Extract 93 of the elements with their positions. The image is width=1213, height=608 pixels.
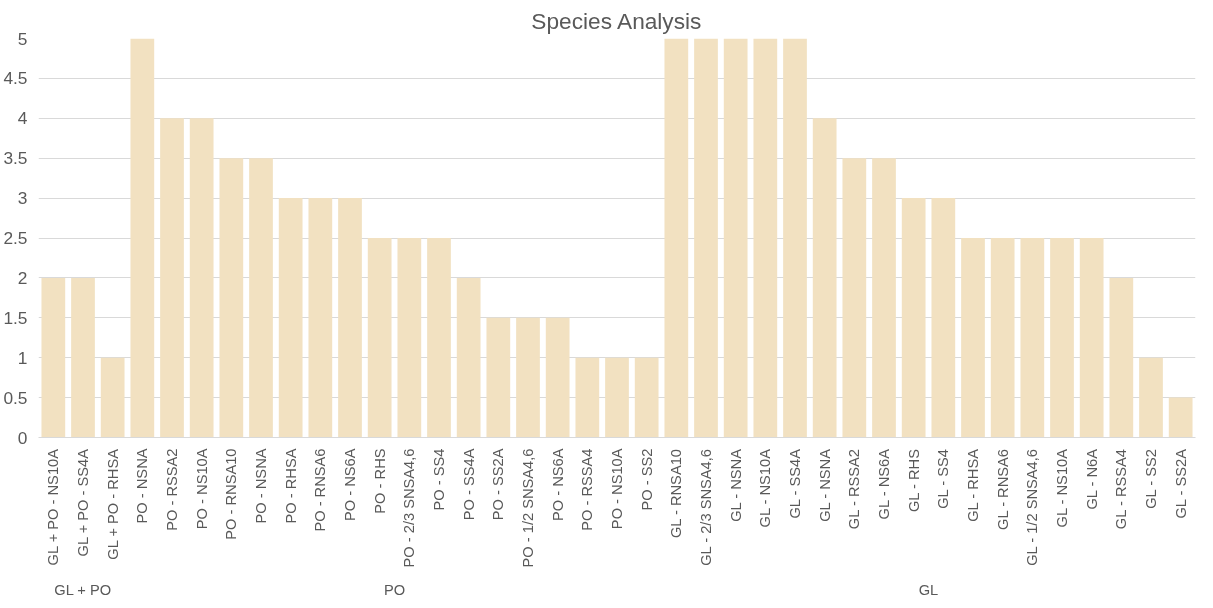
bar <box>249 158 273 438</box>
x-tick-label: GL - RSSA2 <box>846 449 863 530</box>
x-tick-label: GL - RNSA6 <box>994 449 1011 530</box>
bar <box>694 38 718 438</box>
bar <box>397 238 422 438</box>
bar <box>1050 238 1074 438</box>
y-tick-label: 3.5 <box>3 148 28 169</box>
x-tick-label: PO - NSNA <box>253 448 269 524</box>
x-tick-label: PO - RHS <box>371 448 388 514</box>
x-tick-label: PO - RNSA6 <box>312 448 329 532</box>
x-tick-label: GL - 1/2 SNSA4,6 <box>1024 449 1041 566</box>
bar <box>990 238 1015 438</box>
bar <box>338 198 362 438</box>
bar <box>842 158 867 438</box>
x-tick-label: PO - NSNA <box>134 448 151 524</box>
bar <box>189 118 214 438</box>
bar <box>723 38 748 438</box>
bar <box>753 38 778 438</box>
bar <box>308 198 333 438</box>
x-tick-label: GL - NSNA <box>727 448 744 522</box>
bar <box>456 277 481 438</box>
bar <box>71 277 95 438</box>
x-tick-label: PO - SS4 <box>431 448 447 511</box>
x-tick-label: PO - NS6A <box>342 448 358 521</box>
bar <box>1079 238 1104 438</box>
x-tick-label: PO - SS2A <box>490 448 507 521</box>
x-tick-label: GL - NS6A <box>876 448 892 520</box>
bar <box>130 38 155 438</box>
x-tick-label: GL - NS10A <box>757 448 774 528</box>
x-tick-label: GL - RNSA10 <box>668 449 685 539</box>
text: GL <box>918 581 939 598</box>
x-tick-label: GL + PO - SS4A <box>75 448 91 557</box>
x-tick-label: GL - SS2 <box>1143 449 1159 509</box>
bar <box>1168 397 1193 438</box>
y-tick-label: 2 <box>17 267 28 288</box>
x-tick-label: PO - NS10A <box>193 448 210 530</box>
x-tick-label: PO - RSSA2 <box>164 448 180 531</box>
y-tick-label: 1 <box>17 347 28 368</box>
x-tick-label: GL - 2/3 SNSA4,6 <box>698 449 714 566</box>
bar <box>664 38 689 438</box>
bar <box>872 158 896 438</box>
text: PO <box>383 581 406 598</box>
bar <box>516 317 540 438</box>
y-tick-label: 0 <box>17 427 28 448</box>
x-tick-label: GL - SS4 <box>935 449 952 509</box>
bar <box>783 38 807 438</box>
x-tick-label: PO - RHSA <box>282 448 299 524</box>
bar <box>575 357 600 438</box>
x-tick-label: PO - SS4A <box>460 448 477 521</box>
bar <box>219 158 244 438</box>
x-tick-label: GL - RSSA4 <box>1113 449 1130 530</box>
x-tick-label: PO - RSSA4 <box>579 448 596 531</box>
bar <box>367 238 392 438</box>
x-tick-label: PO - 2/3 SNSA4,6 <box>401 448 418 568</box>
x-tick-label: GL - SS2A <box>1172 448 1189 519</box>
y-tick-label: 4.5 <box>3 68 28 89</box>
text: GL + PO <box>54 581 112 598</box>
bar <box>901 198 926 438</box>
bar <box>100 357 125 438</box>
bar <box>605 357 629 438</box>
bar <box>961 238 985 438</box>
x-tick-label: PO - NS10A <box>609 448 625 530</box>
x-tick-label: GL + PO - NS10A <box>45 448 62 566</box>
bar <box>1109 277 1134 438</box>
y-tick-label: 1.5 <box>3 307 28 328</box>
bar <box>41 277 66 438</box>
bar <box>1020 238 1045 438</box>
y-tick-label: 5 <box>17 28 28 49</box>
x-tick-label: GL - NSNA <box>816 448 833 522</box>
y-tick-label: 4 <box>17 108 28 129</box>
bar <box>427 238 451 438</box>
bar <box>812 118 837 438</box>
x-tick-label: GL - RHSA <box>965 448 981 522</box>
bar <box>634 357 659 438</box>
x-tick-label: PO - RNSA10 <box>223 448 240 540</box>
x-tick-label: GL - N6A <box>1083 448 1100 510</box>
chart-title: Species Analysis <box>531 7 702 34</box>
x-tick-label: PO - NS6A <box>549 448 566 521</box>
y-tick-label: 0.5 <box>3 387 28 408</box>
x-tick-label: GL - SS4A <box>787 448 803 519</box>
x-tick-label: PO - 1/2 SNSA4,6 <box>520 448 536 568</box>
bar <box>486 317 511 438</box>
x-tick-label: GL - NS10A <box>1054 448 1070 528</box>
x-tick-label: PO - SS2 <box>638 448 655 511</box>
y-tick-label: 2.5 <box>3 228 28 248</box>
bar <box>931 198 956 438</box>
x-tick-label: GL + PO - RHSA <box>104 448 121 560</box>
y-tick-label: 3 <box>17 188 28 209</box>
bar <box>1139 357 1163 438</box>
x-tick-label: GL - RHS <box>905 448 922 513</box>
bar <box>160 118 184 438</box>
bar <box>278 198 303 438</box>
bar <box>545 317 570 438</box>
